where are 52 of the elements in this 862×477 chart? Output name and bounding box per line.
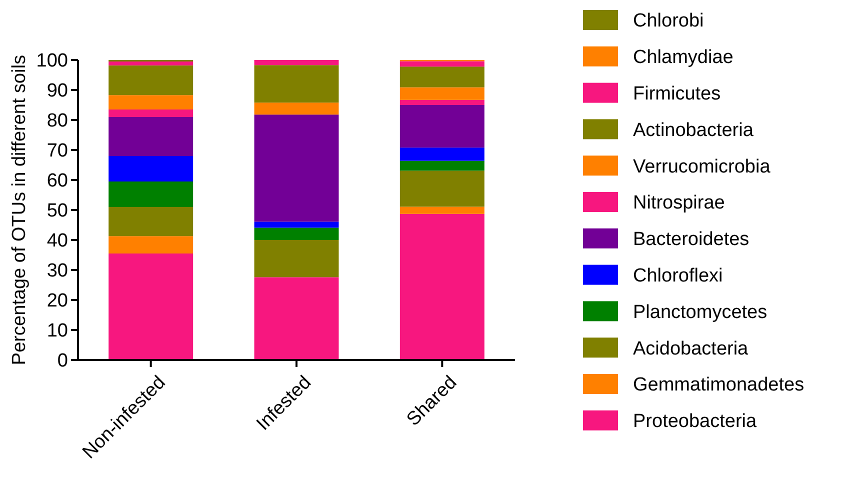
y-tick-label: 70 xyxy=(46,140,68,162)
y-tick-label: 20 xyxy=(46,290,68,312)
bar xyxy=(108,207,194,236)
y-tick-label: 0 xyxy=(57,350,68,372)
legend-label: Gemmatimonadetes xyxy=(633,374,804,396)
bar xyxy=(108,236,194,254)
y-tick-label: 40 xyxy=(46,230,68,252)
bar xyxy=(400,100,484,105)
bar xyxy=(400,206,484,214)
bar xyxy=(400,160,484,171)
bar xyxy=(400,61,484,67)
bar xyxy=(108,156,194,182)
legend-label: Chlamydiae xyxy=(633,47,734,68)
legend-label: Planctomycetes xyxy=(633,302,768,323)
bar xyxy=(254,114,339,222)
bar xyxy=(254,60,339,66)
bar xyxy=(400,148,484,161)
legend-label: Actinobacteria xyxy=(633,120,754,141)
bar xyxy=(108,95,194,110)
bar xyxy=(254,228,339,240)
bar xyxy=(400,170,484,207)
bar xyxy=(254,65,339,103)
y-tick-label: 80 xyxy=(46,110,68,132)
bar xyxy=(400,214,484,360)
bar xyxy=(108,62,194,66)
y-tick-label: 30 xyxy=(46,260,68,282)
legend-label: Proteobacteria xyxy=(633,411,758,432)
bar xyxy=(400,66,484,88)
y-axis-title: Percentage of OTUs in different soils xyxy=(9,54,30,366)
legend-label: Verrucomicrobia xyxy=(633,156,771,178)
bar xyxy=(254,102,339,115)
legend-label: Chloroflexi xyxy=(633,265,723,286)
bar xyxy=(108,110,194,117)
legend-label: Acidobacteria xyxy=(633,338,749,360)
bar xyxy=(254,222,339,228)
y-tick-label: 90 xyxy=(46,80,68,102)
bar xyxy=(108,65,194,96)
y-tick-label: 60 xyxy=(46,170,68,192)
bar xyxy=(254,277,339,360)
y-tick-label: 100 xyxy=(36,50,68,72)
legend-label: Nitrospirae xyxy=(633,192,725,214)
legend-label: Bacteroidetes xyxy=(633,229,750,250)
bar xyxy=(108,117,194,156)
bar xyxy=(400,87,484,100)
legend-label: Firmicutes xyxy=(633,83,721,104)
bar xyxy=(108,182,194,207)
bar xyxy=(400,105,484,148)
bar xyxy=(108,254,194,360)
legend-label: Chlorobi xyxy=(633,10,704,32)
bar xyxy=(254,240,339,278)
y-tick-label: 50 xyxy=(46,200,68,222)
y-tick-label: 10 xyxy=(46,320,68,342)
